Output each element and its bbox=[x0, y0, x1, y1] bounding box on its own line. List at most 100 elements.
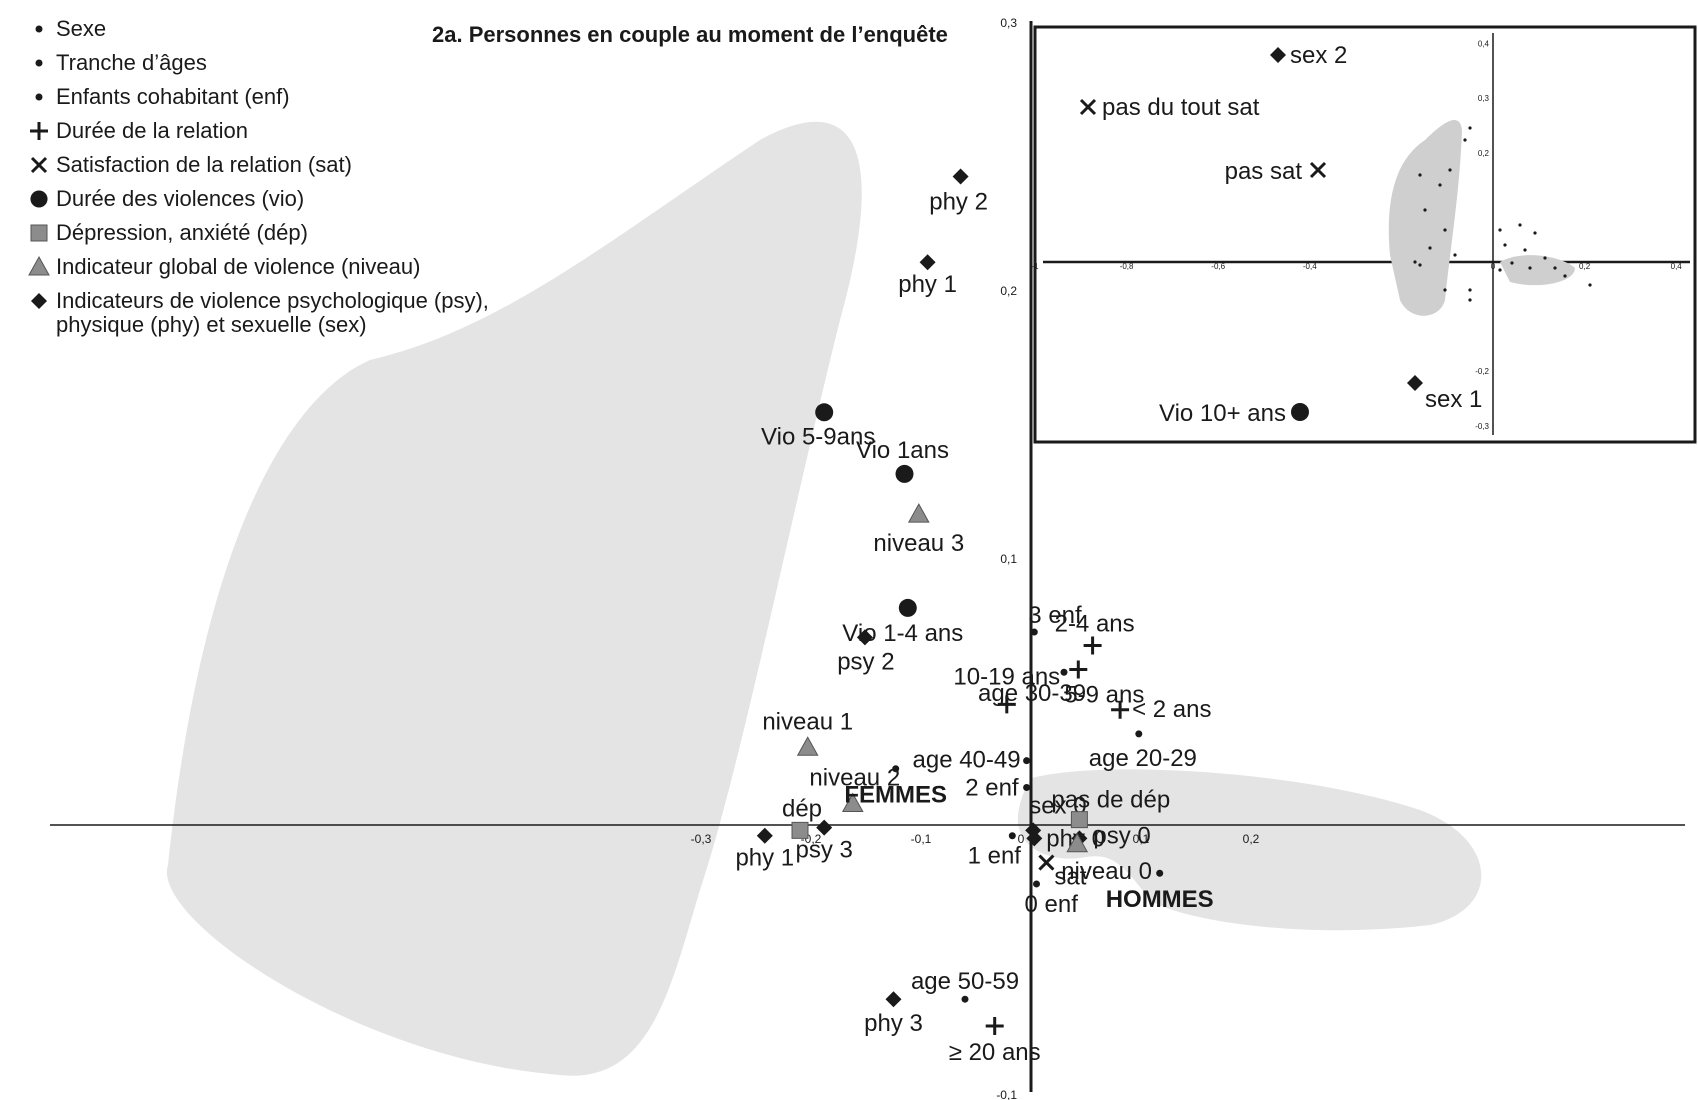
dot-marker bbox=[1033, 880, 1040, 888]
inset-cross-marker bbox=[1309, 161, 1327, 179]
inset-x-tick-label: -0,8 bbox=[1120, 262, 1134, 271]
data-point: FEMMES bbox=[844, 765, 947, 809]
legend-label: Tranche d’âges bbox=[56, 50, 207, 75]
dot-marker bbox=[892, 765, 900, 773]
data-point: < 2 ans bbox=[1111, 696, 1212, 723]
inset-mini-point bbox=[1428, 246, 1432, 250]
legend-item: Indicateurs de violence psychologique (p… bbox=[22, 284, 489, 337]
dot-legend-icon bbox=[35, 59, 43, 67]
point-label: ≥ 20 ans bbox=[949, 1039, 1041, 1066]
legend-item: Dépression, anxiété (dép) bbox=[22, 216, 489, 250]
inset-mini-point bbox=[1448, 168, 1452, 172]
square-legend-icon bbox=[30, 224, 48, 242]
inset-frame bbox=[1033, 25, 1697, 444]
dot-legend-icon bbox=[35, 93, 43, 101]
inset-diamond-marker bbox=[1270, 47, 1286, 63]
data-point: niveau 2 bbox=[809, 765, 900, 813]
inset-mini-point bbox=[1438, 183, 1442, 187]
square-icon bbox=[30, 224, 48, 242]
x-tick-label: 0,2 bbox=[1243, 832, 1260, 846]
legend-label: Indicateur global de violence (niveau) bbox=[56, 254, 421, 279]
inset-mini-point bbox=[1588, 283, 1592, 287]
inset-x-tick-label: -0,4 bbox=[1303, 262, 1317, 271]
inset-point-label: pas du tout sat bbox=[1102, 94, 1260, 121]
point-label: psy 2 bbox=[837, 648, 894, 675]
inset-mini-point bbox=[1468, 298, 1472, 302]
x-tick-label: -0,1 bbox=[911, 832, 932, 846]
inset-data-point: sex 1 bbox=[1407, 375, 1482, 413]
data-point: 10-19 ans bbox=[953, 663, 1060, 714]
point-label: 1 enf bbox=[968, 843, 1022, 870]
dot-icon bbox=[35, 93, 43, 101]
y-tick-label: -0,1 bbox=[996, 1088, 1017, 1100]
data-point: Vio 5-9ans bbox=[761, 403, 875, 450]
dot-marker bbox=[1156, 869, 1164, 877]
inset-x-tick-label: 0,4 bbox=[1671, 262, 1683, 271]
dot-marker bbox=[1030, 628, 1038, 636]
inset-cross-marker bbox=[1079, 98, 1097, 116]
inset-mini-point bbox=[1510, 261, 1514, 265]
diamond-marker bbox=[885, 991, 902, 1008]
point-label: Vio 5-9ans bbox=[761, 423, 875, 450]
diamond-marker bbox=[1026, 830, 1043, 847]
point-label: 0 enf bbox=[1025, 891, 1079, 918]
data-point: pas de dép bbox=[1051, 787, 1170, 829]
inset-mini-point bbox=[1528, 266, 1532, 270]
diamond-marker bbox=[816, 819, 833, 836]
inset-point-label: sex 1 bbox=[1425, 386, 1482, 413]
point-label: 5-9 ans bbox=[1064, 682, 1144, 709]
inset-mini-point bbox=[1518, 223, 1522, 227]
dot-legend-icon bbox=[35, 25, 43, 33]
legend-label: Sexe bbox=[56, 16, 107, 41]
legend-label: Durée des violences (vio) bbox=[56, 186, 305, 211]
dot-marker bbox=[1008, 832, 1016, 840]
inset-mini-point bbox=[1563, 274, 1567, 278]
inset-circle-marker bbox=[1291, 403, 1309, 421]
legend-item: Durée des violences (vio) bbox=[22, 182, 489, 216]
legend-item: Indicateur global de violence (niveau) bbox=[22, 250, 489, 284]
inset-femmes-region bbox=[1388, 119, 1462, 316]
data-point: HOMMES bbox=[1106, 869, 1214, 913]
dot-icon bbox=[35, 59, 43, 67]
point-label: age 40-49 bbox=[913, 747, 1021, 774]
inset-mini-point bbox=[1453, 253, 1457, 257]
diamond-icon bbox=[31, 293, 47, 309]
inset-y-tick-label: -0,2 bbox=[1475, 367, 1489, 376]
legend-label: Dépression, anxiété (dép) bbox=[56, 220, 308, 245]
inset-x-tick-label: 0 bbox=[1491, 262, 1496, 271]
inset-mini-point bbox=[1418, 173, 1422, 177]
y-tick-label: 0,2 bbox=[1000, 284, 1017, 298]
inset-mini-point bbox=[1468, 288, 1472, 292]
diamond-marker bbox=[756, 827, 773, 844]
diamond-marker bbox=[919, 254, 936, 271]
chart-title: 2a. Personnes en couple au moment de l’e… bbox=[432, 22, 948, 47]
plus-marker bbox=[985, 1017, 1004, 1035]
diamond-legend-icon bbox=[31, 293, 47, 309]
inset-data-point: pas sat bbox=[1225, 158, 1327, 185]
inset-mini-point bbox=[1418, 263, 1422, 267]
point-label: Vio 1ans bbox=[856, 437, 949, 464]
x-tick-label: 0,1 bbox=[1133, 832, 1150, 846]
point-label: FEMMES bbox=[844, 782, 947, 809]
dot-marker bbox=[1023, 783, 1031, 791]
point-label: niveau 2 bbox=[809, 765, 900, 792]
inset-y-tick-label: 0,4 bbox=[1478, 40, 1490, 49]
dot-icon bbox=[35, 25, 43, 33]
data-point: 3 enf bbox=[1028, 602, 1082, 636]
data-point: 2-4 ans bbox=[1055, 610, 1135, 655]
circle-marker bbox=[895, 464, 914, 483]
point-label: HOMMES bbox=[1106, 886, 1214, 913]
data-point: age 30-39 bbox=[978, 668, 1086, 707]
square-marker bbox=[1070, 811, 1088, 829]
y-tick-label: 0,1 bbox=[1000, 552, 1017, 566]
legend-label: Enfants cohabitant (enf) bbox=[56, 84, 290, 109]
inset-data-point: sex 2 bbox=[1270, 42, 1347, 69]
legend-item: Durée de la relation bbox=[22, 114, 489, 148]
point-label: phy 1 bbox=[898, 271, 957, 298]
plus-marker bbox=[1111, 700, 1130, 719]
point-label: < 2 ans bbox=[1132, 696, 1211, 723]
data-point: 1 enf bbox=[968, 832, 1022, 870]
inset-point-label: sex 2 bbox=[1290, 42, 1347, 69]
legend-item: Enfants cohabitant (enf) bbox=[22, 80, 489, 114]
